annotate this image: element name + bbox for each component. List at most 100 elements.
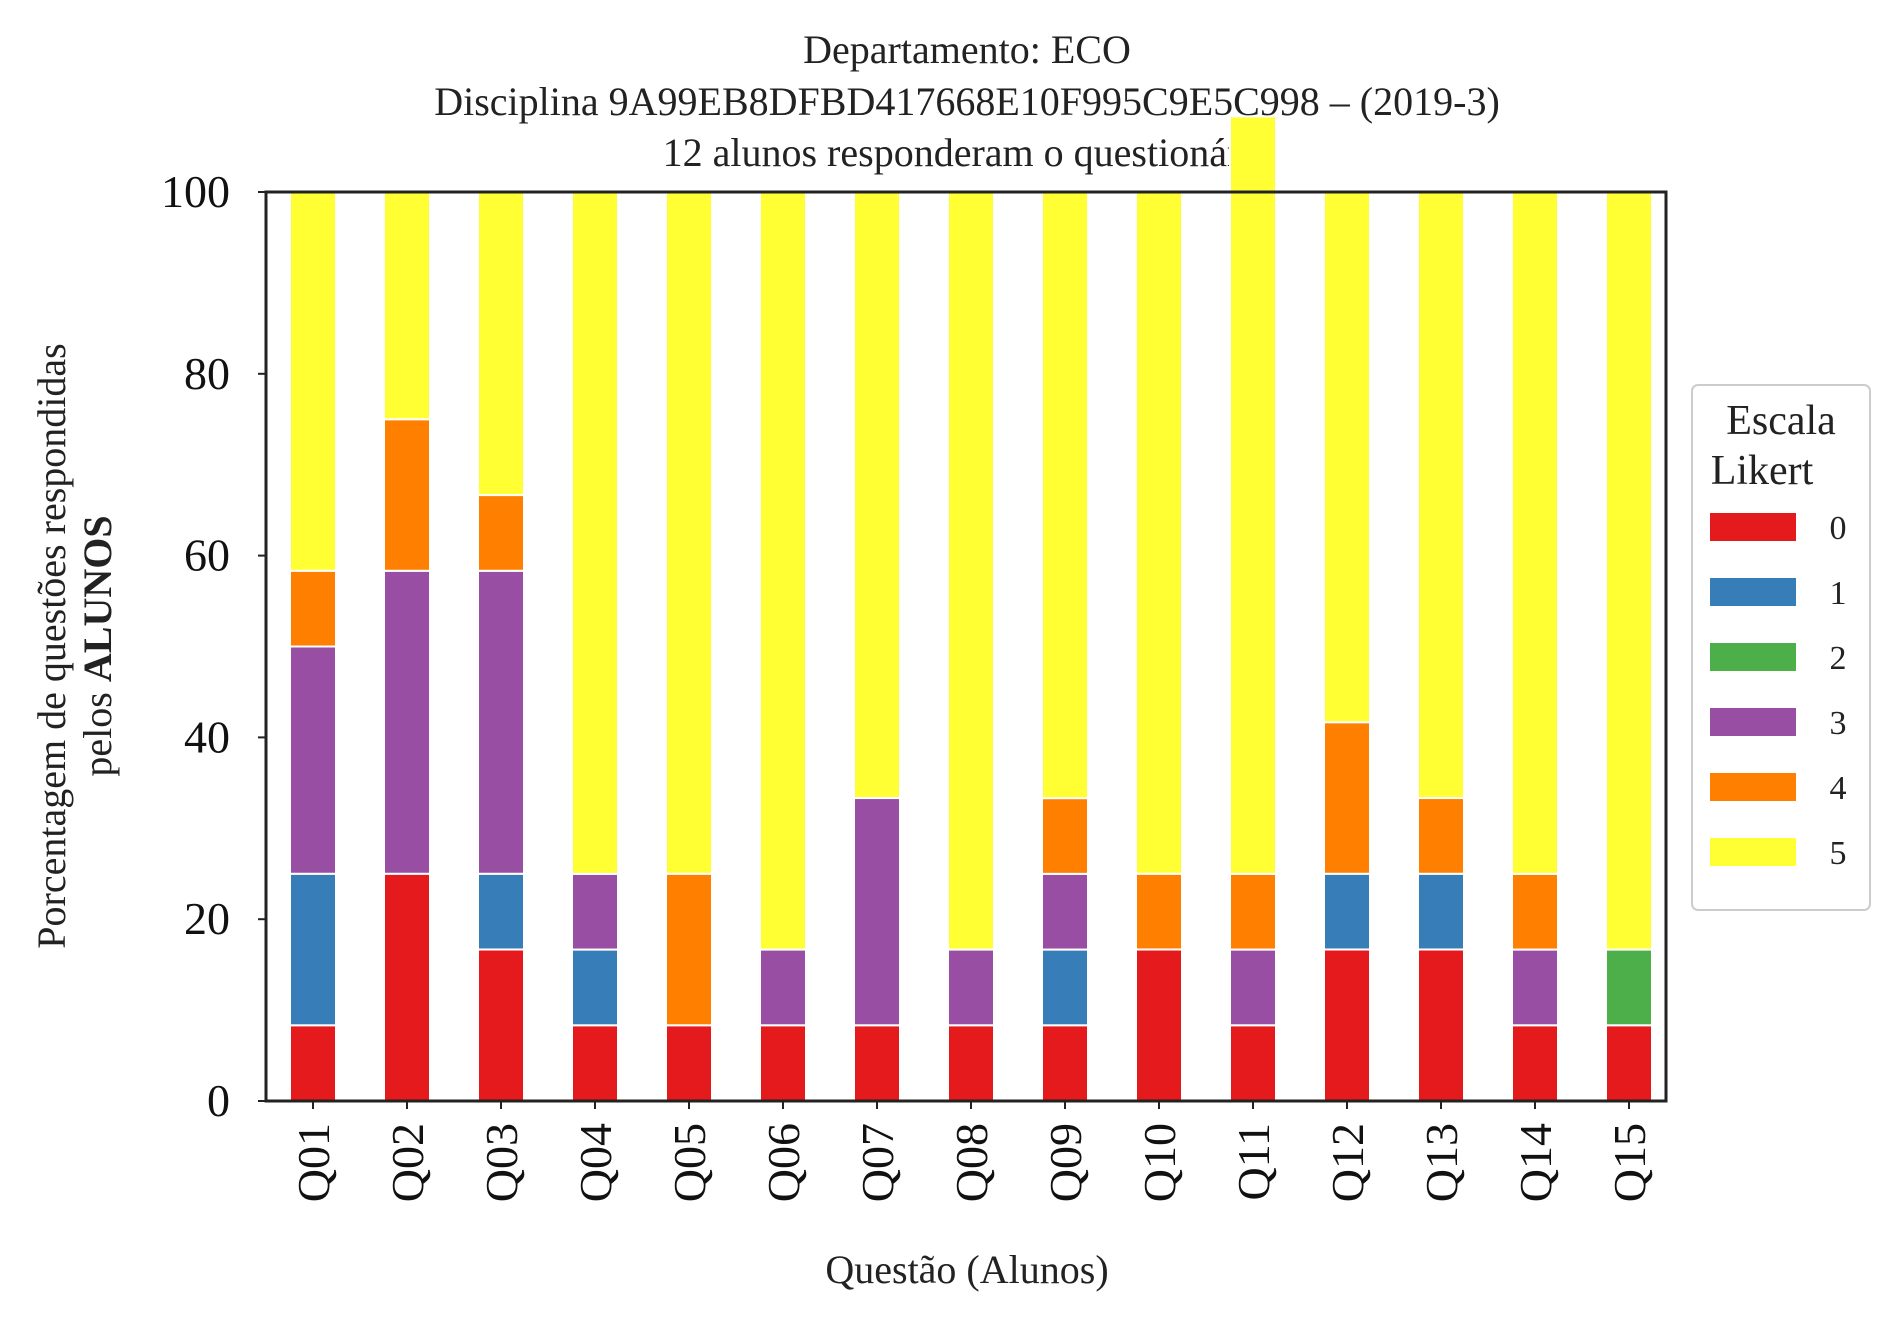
- legend-label-1: 1: [1830, 575, 1847, 612]
- y-tick-label-80: 80: [184, 348, 230, 399]
- legend-label-4: 4: [1830, 770, 1847, 807]
- x-tick-label-q04: Q04: [570, 1123, 621, 1202]
- bar-segment-q14-level-5: [1511, 191, 1559, 875]
- legend-swatch-5: [1710, 838, 1796, 866]
- legend-title-line-2: Likert: [1711, 448, 1814, 494]
- chart-title-line-1: Departamento: ECO: [803, 27, 1131, 72]
- bar-segment-q05-level-0: [665, 1024, 713, 1102]
- legend-swatch-0: [1710, 513, 1796, 541]
- legend-title-line-1: Escala: [1726, 398, 1836, 444]
- legend-swatch-3: [1710, 708, 1796, 736]
- x-tick-label-q14: Q14: [1510, 1123, 1561, 1202]
- bar-segment-q12-level-0: [1323, 948, 1371, 1103]
- x-tick-label-q11: Q11: [1228, 1123, 1279, 1201]
- y-axis-label-prefix: pelos: [75, 682, 120, 776]
- chart-title-line-2: Disciplina 9A99EB8DFBD417668E10F995C9E5C…: [434, 79, 1500, 124]
- x-tick-label-q10: Q10: [1134, 1123, 1185, 1202]
- bar-segment-q11-level-4: [1229, 872, 1277, 951]
- x-tick-label-q03: Q03: [476, 1123, 527, 1202]
- bar-segment-q12-level-4: [1323, 721, 1371, 875]
- bar-segment-q09-level-0: [1041, 1024, 1089, 1102]
- bar-segment-q13-level-5: [1417, 191, 1465, 800]
- x-tick-label-q02: Q02: [382, 1123, 433, 1202]
- x-ticks-group: Q01 Q02 Q03 Q04 Q05 Q06 Q07 Q08 Q09 Q10 Q11 Q12 Q13 Q…: [288, 1101, 1655, 1202]
- bar-segment-q01-level-0: [289, 1024, 337, 1102]
- legend-label-5: 5: [1830, 835, 1847, 872]
- bar-segment-q08-level-5: [947, 191, 995, 951]
- x-tick-label-q12: Q12: [1322, 1123, 1373, 1202]
- y-axis-label: Porcentagem de questões respondidas pelo…: [29, 343, 120, 948]
- bar-segment-q08-level-0: [947, 1024, 995, 1102]
- x-tick-label-q09: Q09: [1040, 1123, 1091, 1202]
- bar-segment-q02-level-3: [383, 569, 431, 875]
- bar-segment-q09-level-4: [1041, 797, 1089, 875]
- y-axis-label-bold: ALUNOS: [75, 515, 120, 682]
- x-tick-label-q01: Q01: [288, 1123, 339, 1202]
- bar-segment-q14-level-0: [1511, 1024, 1559, 1102]
- bar-segment-q04-level-3: [571, 872, 619, 951]
- chart-title-line-3: 12 alunos responderam o questionário: [663, 130, 1272, 175]
- legend: Escala Likert 0 1 2 3 4 5: [1691, 384, 1871, 911]
- legend-swatch-4: [1710, 773, 1796, 801]
- y-axis-label-line-1: Porcentagem de questões respondidas: [29, 343, 74, 948]
- bar-segment-q10-level-0: [1135, 948, 1183, 1103]
- x-tick-label-q13: Q13: [1416, 1123, 1467, 1202]
- legend-swatch-1: [1710, 578, 1796, 606]
- bar-segment-q15-level-0: [1605, 1024, 1653, 1102]
- legend-label-0: 0: [1830, 510, 1847, 547]
- bar-segment-q07-level-5: [853, 191, 901, 800]
- bar-segment-q06-level-0: [759, 1024, 807, 1102]
- y-ticks-group: 0 20 40 60 80 100: [161, 166, 266, 1126]
- legend-label-2: 2: [1830, 640, 1847, 677]
- bar-segment-q02-level-5: [383, 191, 431, 421]
- bar-segment-q05-level-5: [665, 191, 713, 875]
- x-tick-label-q15: Q15: [1604, 1123, 1655, 1202]
- bar-segment-q02-level-4: [383, 418, 431, 572]
- bar-segment-q07-level-3: [853, 797, 901, 1027]
- bar-segment-q13-level-1: [1417, 872, 1465, 951]
- bar-segment-q11-level-5: [1229, 115, 1277, 875]
- y-tick-label-20: 20: [184, 893, 230, 944]
- bar-segment-q08-level-3: [947, 948, 995, 1027]
- bar-segment-q03-level-0: [477, 948, 525, 1103]
- bar-segment-q12-level-1: [1323, 872, 1371, 951]
- bar-segment-q09-level-3: [1041, 872, 1089, 951]
- bar-segment-q10-level-4: [1135, 872, 1183, 951]
- bar-segment-q14-level-3: [1511, 948, 1559, 1027]
- bar-segment-q01-level-4: [289, 569, 337, 648]
- bar-segment-q04-level-1: [571, 948, 619, 1027]
- y-tick-label-0: 0: [207, 1075, 230, 1126]
- bar-segment-q10-level-5: [1135, 191, 1183, 875]
- bar-segment-q14-level-4: [1511, 872, 1559, 951]
- bar-segment-q09-level-1: [1041, 948, 1089, 1027]
- bar-segment-q02-level-0: [383, 872, 431, 1102]
- bar-segment-q11-level-0: [1229, 1024, 1277, 1102]
- bar-segment-q13-level-0: [1417, 948, 1465, 1103]
- bar-segment-q15-level-2: [1605, 948, 1653, 1027]
- bar-segment-q04-level-5: [571, 191, 619, 875]
- bar-segment-q15-level-5: [1605, 191, 1653, 951]
- x-tick-label-q05: Q05: [664, 1123, 715, 1202]
- bar-segment-q01-level-5: [289, 191, 337, 572]
- y-tick-label-40: 40: [184, 711, 230, 762]
- y-tick-label-100: 100: [161, 166, 230, 217]
- bar-segment-q03-level-3: [477, 569, 525, 875]
- bar-segment-q04-level-0: [571, 1024, 619, 1102]
- bar-segment-q05-level-4: [665, 872, 713, 1027]
- y-axis-label-line-2: pelos ALUNOS: [75, 515, 120, 776]
- bar-segment-q03-level-4: [477, 494, 525, 572]
- plot-frame: [264, 190, 1668, 1103]
- legend-label-3: 3: [1830, 705, 1847, 742]
- x-axis-label: Questão (Alunos): [825, 1247, 1108, 1292]
- bars-group: [289, 115, 1653, 1103]
- bar-segment-q09-level-5: [1041, 191, 1089, 800]
- bar-segment-q03-level-5: [477, 191, 525, 497]
- bar-segment-q12-level-5: [1323, 191, 1371, 724]
- bar-segment-q06-level-3: [759, 948, 807, 1027]
- bar-segment-q03-level-1: [477, 872, 525, 951]
- bar-segment-q06-level-5: [759, 191, 807, 951]
- bar-segment-q13-level-4: [1417, 797, 1465, 875]
- legend-swatch-2: [1710, 643, 1796, 671]
- legend-items: 0 1 2 3 4 5: [1710, 510, 1847, 872]
